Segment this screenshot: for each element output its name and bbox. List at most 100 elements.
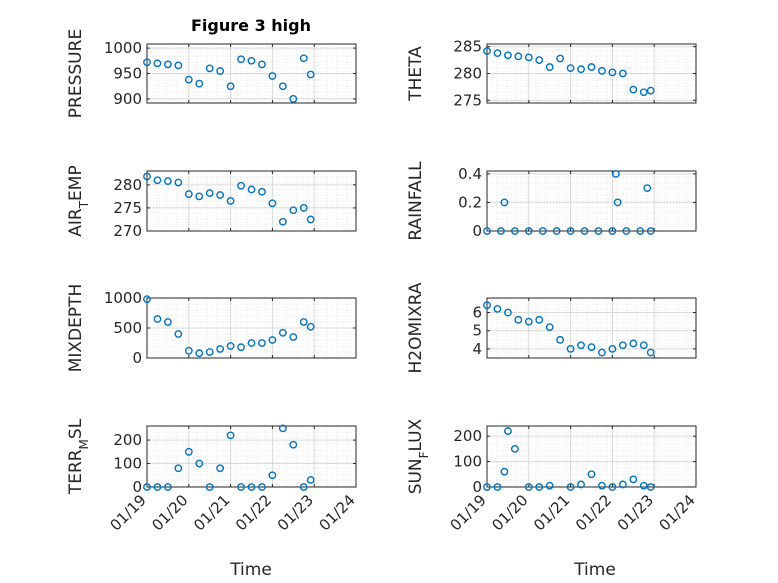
data-point [184,75,193,84]
panel-5: 0 500 1000 MIXDEPTH [66,284,357,372]
data-point [535,483,544,491]
data-point [500,198,509,207]
x-tick-label: 01/19 [447,491,490,534]
x-tick-label: 01/22 [232,491,275,534]
y-tick-label: 100 [453,453,482,471]
y-tick-label: 100 [113,455,142,473]
data-point [636,227,645,235]
data-point [278,328,287,337]
axes-box [146,425,357,488]
data-point [289,440,298,449]
y-tick-label: 285 [453,38,482,56]
data-point [598,66,606,75]
y-tick-label: 280 [453,65,482,83]
data-point [247,185,256,194]
data-point [524,53,533,62]
data-point [174,330,183,338]
data-point [577,341,585,350]
data-point [299,54,308,63]
data-point [195,349,204,358]
y-tick-label: 0 [132,349,142,367]
data-point [587,470,596,479]
y-tick-label: 0 [132,478,142,496]
data-point [608,483,617,491]
data-point [306,322,315,331]
data-point [497,227,505,235]
data-point [299,318,308,326]
data-point [306,215,315,224]
data-point [258,187,266,196]
data-point [153,59,162,68]
data-point [646,227,655,235]
axes-box [486,297,697,359]
data-point [566,345,575,353]
data-point [587,63,596,71]
data-point [268,471,277,480]
figure-title: Figure 3 high [191,16,311,35]
data-point [174,464,183,473]
data-point [247,483,256,491]
data-point [598,348,606,357]
data-point [639,341,648,350]
data-point [598,481,606,490]
data-point [247,339,256,347]
axes-box [146,170,357,232]
data-point [143,58,151,67]
y-axis-label: SUNFLUX [406,418,431,494]
x-tick-label: 01/21 [190,491,233,534]
y-tick-label: 0.2 [458,193,482,211]
data-point [545,481,554,490]
data-point [153,483,162,491]
data-point [646,483,655,491]
data-point [163,60,172,69]
data-point [143,295,151,304]
data-point [646,86,655,95]
data-point [237,181,245,190]
data-point [613,198,622,207]
data-point [618,480,627,489]
data-point [268,72,277,80]
data-point [226,197,235,205]
y-tick-label: 1000 [104,39,142,57]
data-point [643,184,652,193]
panel-3: 270 275 280 AIRTEMP [66,165,357,240]
data-point [503,308,512,317]
data-point [184,190,193,198]
data-point [205,483,214,491]
data-point [163,318,172,326]
x-axis-label-left: Time [229,560,272,580]
data-point [216,345,225,353]
x-tick-label: 01/19 [107,491,150,534]
data-point [556,54,565,63]
data-point [622,227,631,235]
data-point [483,301,491,310]
data-point [566,64,575,73]
data-point [538,227,547,235]
y-axis-label: AIRTEMP [66,165,91,236]
data-point [226,342,235,350]
y-tick-label: 200 [453,427,482,445]
data-point [237,483,245,491]
data-point [195,192,204,201]
data-point [278,82,287,91]
x-tick-label: 01/22 [572,491,615,534]
data-point [524,227,533,235]
data-point [618,341,627,350]
data-point [143,172,151,181]
data-point [566,227,575,235]
data-point [514,52,523,61]
data-point [163,177,172,186]
data-point [258,483,266,491]
data-point [611,169,620,178]
data-point [216,191,225,199]
data-point [195,79,204,88]
data-point [535,56,544,64]
x-tick-label: 01/20 [148,491,191,534]
data-point [268,199,277,208]
y-tick-label: 0 [472,478,482,496]
x-tick-label: 01/20 [488,491,531,534]
